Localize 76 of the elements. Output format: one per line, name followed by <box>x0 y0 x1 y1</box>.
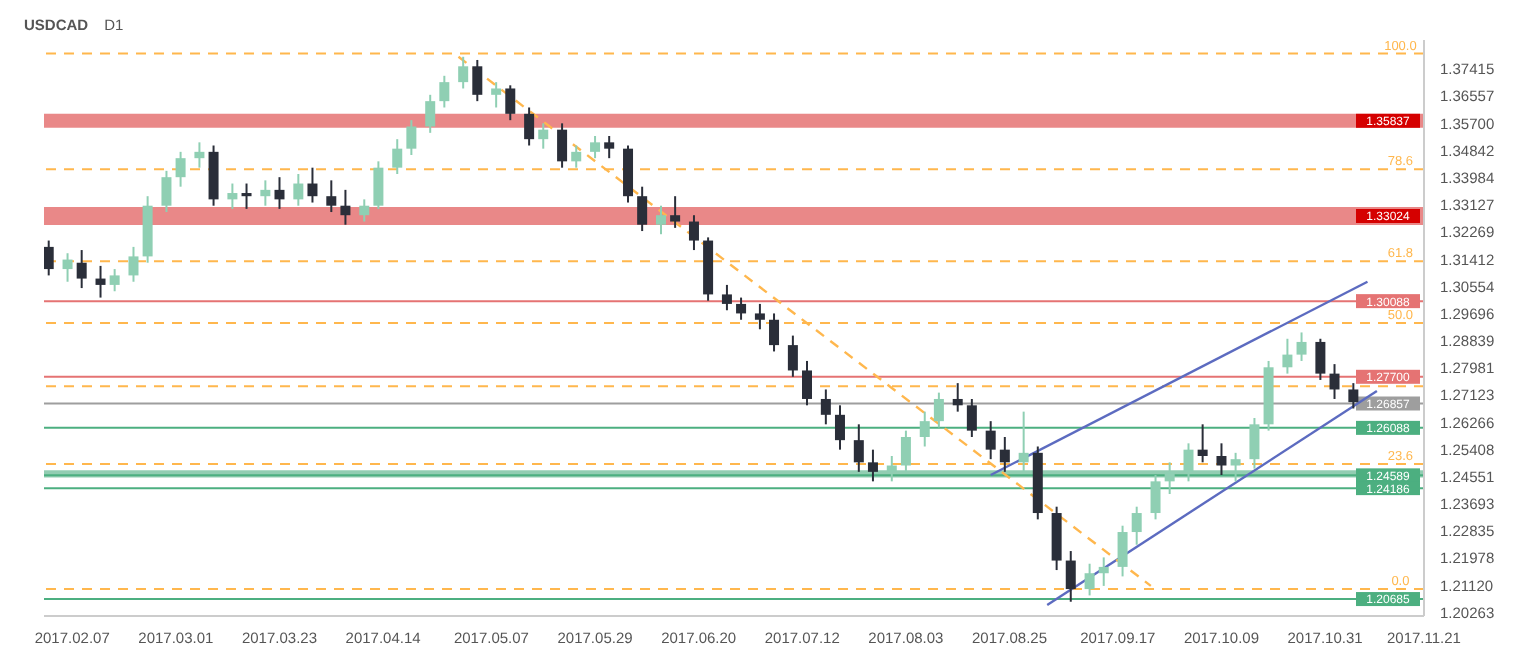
candlestick <box>439 74 450 109</box>
candlestick <box>999 435 1010 473</box>
candlestick <box>1282 337 1293 375</box>
candlestick <box>820 388 831 426</box>
candlestick <box>1131 505 1142 546</box>
candlestick <box>787 334 798 378</box>
candlestick <box>1296 331 1307 362</box>
candlestick <box>227 182 238 210</box>
candlestick <box>458 55 469 90</box>
candlestick <box>175 150 186 188</box>
candlestick <box>1183 442 1194 483</box>
candlestick <box>359 198 370 223</box>
candlestick <box>260 179 271 207</box>
candlestick <box>867 448 878 483</box>
candlestick <box>985 420 996 461</box>
candlestick <box>1065 550 1076 603</box>
candlestick <box>1098 556 1109 587</box>
candlestick <box>1197 423 1208 464</box>
candlestick <box>853 423 864 473</box>
candlestick <box>194 141 205 169</box>
candlestick <box>637 185 648 233</box>
candlestick <box>590 135 601 160</box>
candlestick <box>505 84 516 122</box>
candlestick <box>656 204 666 236</box>
candlestick <box>1348 382 1359 410</box>
candlestick <box>571 144 582 169</box>
candlestick <box>1230 451 1241 483</box>
candlestick <box>1249 416 1260 470</box>
candlestick <box>1084 562 1095 597</box>
candlestick <box>1164 461 1175 496</box>
candlestick <box>1051 505 1062 572</box>
candlestick <box>604 135 615 160</box>
candlestick <box>1216 442 1227 477</box>
candlestick <box>886 455 897 483</box>
candlestick <box>76 249 87 290</box>
candlestick <box>538 122 549 150</box>
candlestick <box>406 119 417 157</box>
candlestick <box>62 252 73 283</box>
candlestick <box>1117 524 1128 578</box>
candlestick <box>1018 410 1029 473</box>
candlestick <box>670 195 681 229</box>
candlestick <box>44 239 54 277</box>
candlestick <box>340 188 351 226</box>
candlestick <box>524 106 535 147</box>
candlestick <box>293 173 304 207</box>
candlestick <box>623 144 634 204</box>
candlestick <box>491 81 502 109</box>
candlestick <box>769 312 780 353</box>
candlestick <box>557 122 568 169</box>
candlestick <box>1315 337 1326 381</box>
candlestick <box>425 93 436 134</box>
candlestick <box>900 429 911 473</box>
candlestick <box>274 176 285 210</box>
candlestick <box>933 391 944 429</box>
candlestick <box>307 166 318 204</box>
candlestick <box>754 302 765 331</box>
candlestick <box>1329 363 1340 400</box>
candlestick <box>736 296 747 321</box>
candlestick <box>688 214 699 252</box>
candlestick <box>472 58 483 103</box>
candlestick <box>241 182 252 210</box>
candlestick <box>952 382 963 413</box>
candlestick <box>1150 474 1161 521</box>
candlestick <box>326 179 337 214</box>
candlestick <box>109 268 120 293</box>
candlestick <box>128 245 139 283</box>
candlestick <box>208 144 219 207</box>
candlestick <box>966 397 977 438</box>
candlestick <box>95 264 106 299</box>
candlestick <box>721 283 732 312</box>
candlestick <box>919 410 930 448</box>
candlestick <box>161 169 172 214</box>
candlestick <box>373 160 384 210</box>
candlestick <box>392 138 403 176</box>
candlestick <box>802 359 812 407</box>
candlestick <box>834 404 845 451</box>
